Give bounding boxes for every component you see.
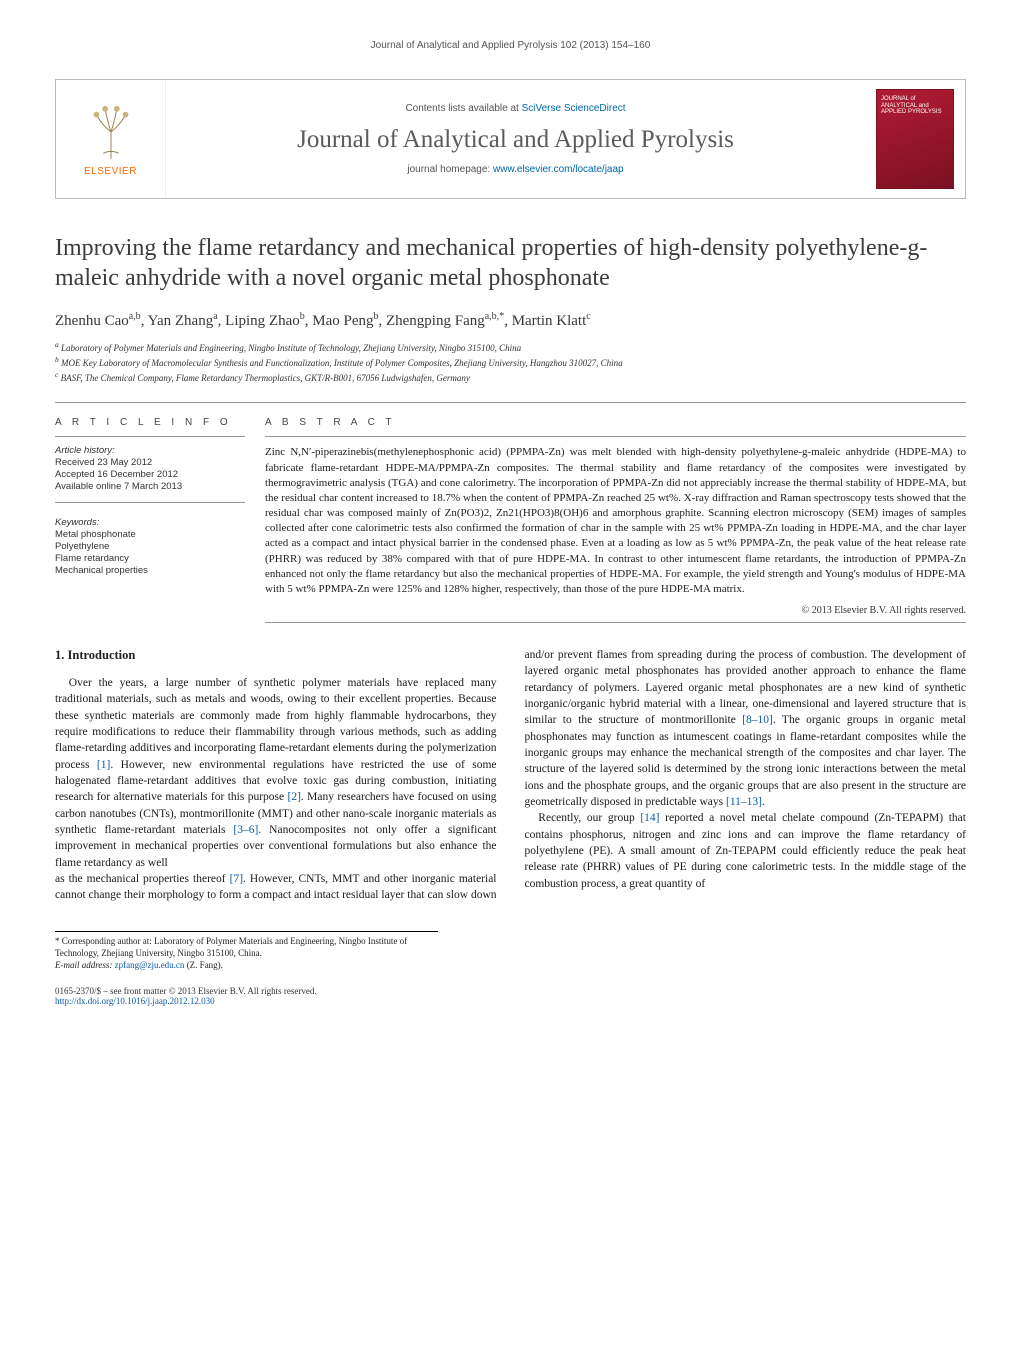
article-info-head: A R T I C L E I N F O: [55, 417, 245, 428]
running-header: Journal of Analytical and Applied Pyroly…: [55, 40, 966, 51]
journal-name: Journal of Analytical and Applied Pyroly…: [176, 126, 855, 154]
homepage-line: journal homepage: www.elsevier.com/locat…: [176, 164, 855, 175]
doi-link[interactable]: http://dx.doi.org/10.1016/j.jaap.2012.12…: [55, 996, 215, 1006]
elsevier-tree-icon: [81, 102, 141, 162]
ref-link[interactable]: [8–10]: [742, 714, 773, 726]
abstract-col: A B S T R A C T Zinc N,N′-piperazinebis(…: [265, 417, 966, 623]
publisher-block: ELSEVIER: [56, 80, 166, 198]
body-para-1: Over the years, a large number of synthe…: [55, 675, 497, 871]
rule-above-meta: [55, 402, 966, 403]
keyword: Mechanical properties: [55, 565, 245, 576]
body-columns: 1. Introduction Over the years, a large …: [55, 647, 966, 903]
meta-block: A R T I C L E I N F O Article history: R…: [55, 417, 966, 623]
keywords-list: Metal phosphonatePolyethyleneFlame retar…: [55, 529, 245, 576]
affiliation-line: a Laboratory of Polymer Materials and En…: [55, 340, 966, 354]
email-label: E-mail address:: [55, 960, 115, 970]
body-para-3: Recently, our group [14] reported a nove…: [525, 810, 967, 892]
copyright-line: © 2013 Elsevier B.V. All rights reserved…: [265, 605, 966, 616]
publisher-name: ELSEVIER: [84, 166, 137, 177]
history-online: Available online 7 March 2013: [55, 481, 245, 492]
history-received: Received 23 May 2012: [55, 457, 245, 468]
abstract-head: A B S T R A C T: [265, 417, 966, 428]
corr-author-note: * Corresponding author at: Laboratory of…: [55, 936, 438, 959]
sciencedirect-link[interactable]: SciVerse ScienceDirect: [522, 103, 626, 114]
ref-link[interactable]: [1]: [97, 759, 110, 771]
article-info-col: A R T I C L E I N F O Article history: R…: [55, 417, 265, 623]
rule-info-2: [55, 502, 245, 503]
masthead: ELSEVIER Contents lists available at Sci…: [55, 79, 966, 199]
keyword: Polyethylene: [55, 541, 245, 552]
rule-abstract: [265, 436, 966, 437]
section-1-head: 1. Introduction: [55, 647, 497, 665]
corr-email-line: E-mail address: zpfang@zju.edu.cn (Z. Fa…: [55, 960, 438, 972]
keyword: Metal phosphonate: [55, 529, 245, 540]
footer-meta: 0165-2370/$ – see front matter © 2013 El…: [55, 986, 966, 1006]
corr-email-link[interactable]: zpfang@zju.edu.cn: [115, 960, 185, 970]
rule-info: [55, 436, 245, 437]
masthead-center: Contents lists available at SciVerse Sci…: [166, 80, 865, 198]
ref-link[interactable]: [14]: [640, 812, 659, 824]
affiliation-line: c BASF, The Chemical Company, Flame Reta…: [55, 370, 966, 384]
ref-link[interactable]: [3–6]: [233, 824, 258, 836]
keywords-head: Keywords:: [55, 517, 245, 528]
rule-abstract-bot: [265, 622, 966, 623]
abstract-text: Zinc N,N′-piperazinebis(methylenephospho…: [265, 445, 966, 597]
email-trail: (Z. Fang).: [184, 960, 223, 970]
history-accepted: Accepted 16 December 2012: [55, 469, 245, 480]
ref-link[interactable]: [2]: [287, 791, 300, 803]
contents-prefix: Contents lists available at: [405, 103, 521, 114]
history-head: Article history:: [55, 445, 245, 456]
ref-link[interactable]: [7]: [230, 873, 243, 885]
keyword: Flame retardancy: [55, 553, 245, 564]
ref-link[interactable]: [11–13]: [726, 796, 762, 808]
homepage-link[interactable]: www.elsevier.com/locate/jaap: [493, 164, 624, 175]
page-root: Journal of Analytical and Applied Pyroly…: [0, 0, 1021, 1036]
affiliation-line: b MOE Key Laboratory of Macromolecular S…: [55, 355, 966, 369]
article-title: Improving the flame retardancy and mecha…: [55, 233, 966, 293]
cover-text: JOURNAL of ANALYTICAL and APPLIED PYROLY…: [881, 96, 949, 116]
corresponding-footnote: * Corresponding author at: Laboratory of…: [55, 931, 438, 971]
author-list: Zhenhu Caoa,b, Yan Zhanga, Liping Zhaob,…: [55, 311, 966, 330]
homepage-prefix: journal homepage:: [407, 164, 493, 175]
journal-cover-thumb: JOURNAL of ANALYTICAL and APPLIED PYROLY…: [876, 89, 954, 189]
affiliations: a Laboratory of Polymer Materials and En…: [55, 340, 966, 384]
masthead-right: JOURNAL of ANALYTICAL and APPLIED PYROLY…: [865, 80, 965, 198]
issn-line: 0165-2370/$ – see front matter © 2013 El…: [55, 986, 966, 996]
contents-line: Contents lists available at SciVerse Sci…: [176, 103, 855, 114]
